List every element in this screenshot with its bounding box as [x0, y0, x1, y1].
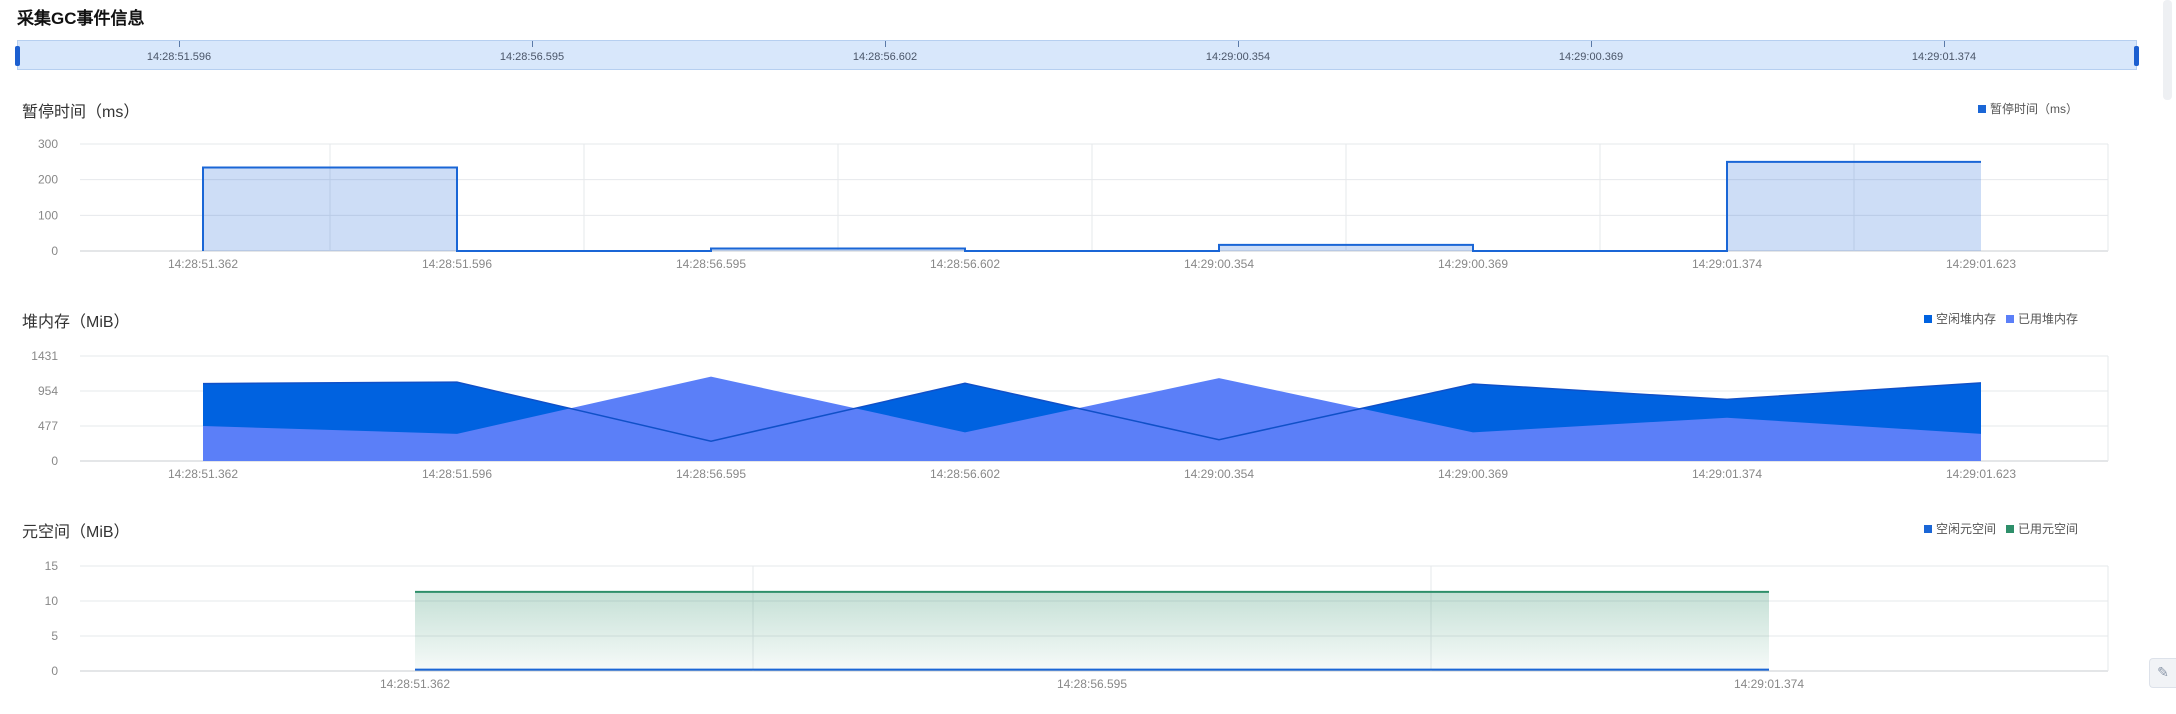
x-tick-label: 14:29:00.354 [1184, 467, 1254, 481]
timeline-tick [885, 41, 886, 47]
x-tick-label: 14:28:56.595 [676, 467, 746, 481]
x-tick-label: 14:28:51.596 [422, 257, 492, 271]
page-title: 采集GC事件信息 [17, 9, 145, 28]
x-tick-label: 14:28:51.362 [168, 257, 238, 271]
y-tick-label: 10 [45, 594, 59, 608]
legend-swatch [1923, 524, 1932, 533]
legend-item-pause[interactable]: 暂停时间（ms） [1978, 100, 2078, 117]
y-tick-label: 200 [38, 173, 58, 187]
x-tick-label: 14:28:56.595 [1057, 677, 1127, 691]
x-tick-label: 14:29:01.374 [1692, 467, 1762, 481]
y-tick-label: 477 [38, 419, 58, 433]
y-tick-label: 300 [38, 137, 58, 151]
timeline-tick-label: 14:29:00.369 [1558, 51, 1624, 63]
legend-item-meta-used[interactable]: 已用元空间 [2005, 520, 2078, 537]
x-tick-label: 14:28:56.602 [930, 467, 1000, 481]
heap-memory-chart: 0 477 954 1431 14:28:51.362 14:28:51.596 14:28… [31, 349, 2109, 481]
timeline-tick-label: 14:29:01.374 [1911, 51, 1977, 63]
legend-label: 暂停时间（ms） [1990, 102, 2078, 116]
pause-time-line [202, 160, 1981, 252]
timeline-tick [1591, 41, 1592, 47]
x-tick-label: 14:29:00.354 [1184, 257, 1254, 271]
legend-label: 已用堆内存 [2017, 312, 2078, 326]
legend-swatch [1978, 104, 1986, 113]
x-tick-label: 14:29:00.369 [1438, 467, 1508, 481]
x-tick-label: 14:28:56.595 [676, 257, 746, 271]
x-tick-label: 14:29:00.369 [1438, 257, 1508, 271]
timeline-tick-label: 14:28:56.595 [499, 51, 565, 63]
timeline-tick [532, 41, 533, 47]
timeline-tick-label: 14:28:56.602 [852, 51, 918, 63]
heap-memory-legend: 空闲堆内存 已用堆内存 [1923, 310, 2078, 327]
y-tick-label: 100 [38, 208, 58, 222]
meta-used-area [415, 591, 1769, 671]
legend-swatch [1923, 314, 1932, 323]
x-tick-label: 14:28:51.362 [168, 467, 238, 481]
x-tick-label: 14:29:01.374 [1734, 677, 1804, 691]
y-tick-label: 5 [51, 629, 58, 643]
metaspace-panel: 元空间（MiB） 空闲元空间 已用元空间 0 5 10 15 14:28:51.362 1… [0, 518, 2176, 698]
x-tick-label: 14:29:01.374 [1692, 257, 1762, 271]
heap-memory-panel: 堆内存（MiB） 空闲堆内存 已用堆内存 0 477 954 1431 14:28:51… [0, 308, 2176, 488]
timeline-left-handle[interactable] [15, 46, 20, 66]
heap-used-area [203, 376, 1981, 461]
legend-label: 空闲元空间 [1935, 522, 1996, 536]
timeline-slider[interactable]: 14:28:51.596 14:28:56.595 14:28:56.602 14:2… [15, 40, 2139, 70]
timeline-tick-label: 14:28:51.596 [146, 51, 212, 63]
y-tick-label: 1431 [31, 349, 58, 363]
y-tick-label: 0 [51, 664, 58, 678]
metaspace-legend: 空闲元空间 已用元空间 [1923, 520, 2078, 537]
vertical-scrollbar[interactable] [2163, 0, 2172, 100]
y-tick-label: 0 [51, 244, 58, 258]
y-tick-label: 0 [51, 454, 58, 468]
timeline-tick [1944, 41, 1945, 47]
pause-time-legend: 暂停时间（ms） [1978, 100, 2078, 117]
timeline-tick [1238, 41, 1239, 47]
x-tick-label: 14:28:56.602 [930, 257, 1000, 271]
pause-time-panel: 暂停时间（ms） 暂停时间（ms） 0 100 200 300 14:28:51.362… [0, 98, 2176, 278]
x-tick-label: 14:28:51.596 [422, 467, 492, 481]
y-tick-label: 15 [45, 559, 59, 573]
timeline-tick-label: 14:29:00.354 [1205, 51, 1271, 63]
pause-time-chart: 0 100 200 300 14:28:51.362 14:28:51.596 14:28:… [38, 137, 2109, 271]
legend-swatch [2005, 524, 2014, 533]
edit-icon[interactable]: ✎ [2149, 658, 2176, 688]
x-tick-label: 14:29:01.623 [1946, 257, 2016, 271]
metaspace-chart-title: 元空间（MiB） [22, 524, 130, 541]
x-tick-label: 14:28:51.362 [380, 677, 450, 691]
legend-label: 已用元空间 [2017, 522, 2078, 536]
heap-memory-chart-title: 堆内存（MiB） [22, 314, 130, 331]
metaspace-chart: 0 5 10 15 14:28:51.362 14:28:56.595 14:29:01.3… [45, 559, 2109, 691]
legend-item-meta-free[interactable]: 空闲元空间 [1923, 520, 1996, 537]
heap-free-line [202, 381, 1982, 442]
legend-item-heap-free[interactable]: 空闲堆内存 [1923, 310, 1996, 327]
pause-time-area [203, 161, 1981, 251]
legend-swatch [2005, 314, 2014, 323]
legend-label: 空闲堆内存 [1935, 312, 1996, 326]
timeline-right-handle[interactable] [2134, 46, 2139, 66]
legend-item-heap-used[interactable]: 已用堆内存 [2005, 310, 2078, 327]
timeline-tick [179, 41, 180, 47]
pause-time-chart-title: 暂停时间（ms） [22, 104, 140, 121]
y-tick-label: 954 [38, 384, 58, 398]
x-tick-label: 14:29:01.623 [1946, 467, 2016, 481]
